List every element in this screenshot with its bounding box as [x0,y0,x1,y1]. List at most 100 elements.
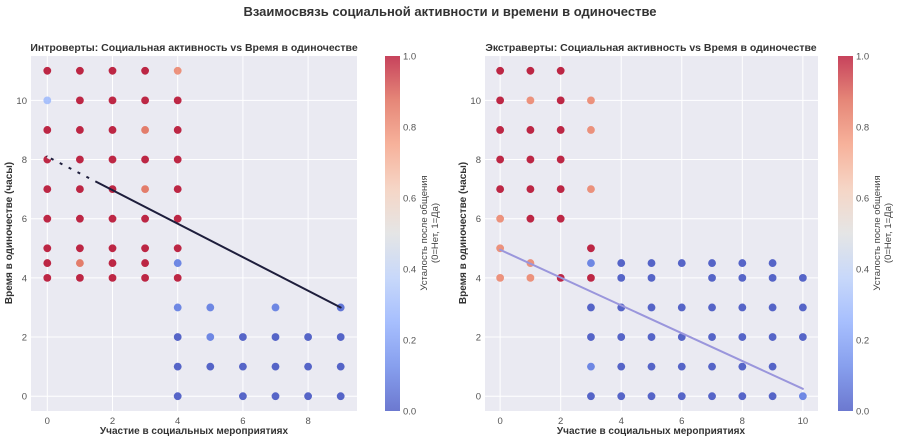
scatter-point [587,96,595,105]
scatter-point [43,259,52,267]
y-tick-label: 10 [16,96,27,107]
scatter-point [76,214,84,223]
scatter-point [768,303,777,312]
scatter-point [141,126,150,134]
x-tick-label: 4 [175,416,180,427]
scatter-point [141,214,150,223]
scatter-point [173,214,182,223]
scatter-point [304,392,312,401]
scatter-point [496,273,505,282]
scatter-point [141,96,150,105]
trend-line [499,248,804,390]
scatter-point [206,303,215,312]
y-axis-label-extraverts: Время в одиночестве (часы) [458,162,469,304]
scatter-point [43,96,52,105]
scatter-point [798,273,807,282]
colorbar-label-introverts-line1: Усталость после общения [419,175,430,290]
scatter-point [76,126,84,134]
scatter-point [768,259,777,267]
scatter-point [76,66,84,75]
scatter-point [173,244,182,253]
scatter-point [239,362,247,371]
scatter-point [43,185,52,194]
colorbar-ticks-introverts: 0.0 0.2 0.4 0.6 0.8 1.0 [403,52,416,418]
scatter-point [556,214,565,223]
figure-suptitle: Взаимосвязь социальной активности и врем… [244,4,657,19]
scatter-point [526,155,535,164]
y-tick-label: 2 [22,333,27,344]
scatter-point [587,259,595,267]
scatter-point [141,66,150,75]
scatter-point [647,259,656,267]
scatter-point [271,333,280,341]
scatter-point [141,155,150,164]
scatter-point [141,244,150,253]
scatter-point [304,362,312,371]
scatter-point [708,362,716,371]
scatter-point [173,155,182,164]
x-axis-label-extraverts: Участие в социальных мероприятиях [557,426,746,437]
scatter-point [587,244,595,253]
scatter-points-introverts [43,66,345,401]
scatter-point [556,96,565,105]
y-tick-label: 6 [22,214,27,225]
colorbar-label-introverts-line2: (0=Нет, 1=Да) [430,203,441,263]
colorbar-tick-label: 0.6 [403,194,416,205]
scatter-point [708,273,716,282]
scatter-point [587,126,595,134]
scatter-point [173,126,182,134]
scatter-point [677,303,686,312]
y-tick-label: 0 [476,392,481,403]
scatter-point [587,273,595,282]
scatter-point [708,259,716,267]
scatter-point [108,259,117,267]
x-ticks-extraverts: 0 2 4 6 8 10 [497,416,808,427]
x-tick-label: 4 [619,416,624,427]
scatter-point [526,96,535,105]
scatter-point [768,362,777,371]
scatter-point [336,333,345,341]
colorbar-tick-label: 0.2 [403,336,416,347]
scatter-point [738,362,747,371]
scatter-point [173,362,182,371]
scatter-point [556,185,565,194]
scatter-point [587,392,595,401]
y-tick-label: 6 [476,214,481,225]
trend-line-dash-gap [46,155,97,184]
trend-line-extraverts [499,248,804,390]
colorbar-tick-label: 1.0 [403,52,416,63]
scatter-point [173,303,182,312]
scatter-point [206,362,215,371]
scatter-point [617,362,626,371]
scatter-point [271,362,280,371]
scatter-point [708,303,716,312]
scatter-point [173,96,182,105]
scatter-point [76,96,84,105]
scatter-point [496,185,505,194]
x-tick-label: 10 [798,416,809,427]
scatter-point [617,333,626,341]
colorbar-tick-label: 0.8 [856,123,869,134]
scatter-point [141,259,150,267]
y-tick-label: 4 [22,273,27,284]
colorbar-tick-label: 0.0 [403,407,416,418]
scatter-point [587,303,595,312]
scatter-point [43,66,52,75]
scatter-point [798,392,807,401]
scatter-point [526,66,535,75]
y-tick-label: 4 [476,273,481,284]
scatter-point [526,185,535,194]
scatter-point [738,333,747,341]
scatter-point [587,185,595,194]
scatter-point [708,392,716,401]
scatter-point [798,333,807,341]
plot-area-introverts [31,56,357,411]
scatter-point [76,244,84,253]
scatter-point [43,244,52,253]
colorbar-tick-label: 0.0 [856,407,869,418]
x-tick-label: 6 [679,416,684,427]
scatter-point [647,273,656,282]
scatter-point [108,273,117,282]
scatter-point [173,66,182,75]
